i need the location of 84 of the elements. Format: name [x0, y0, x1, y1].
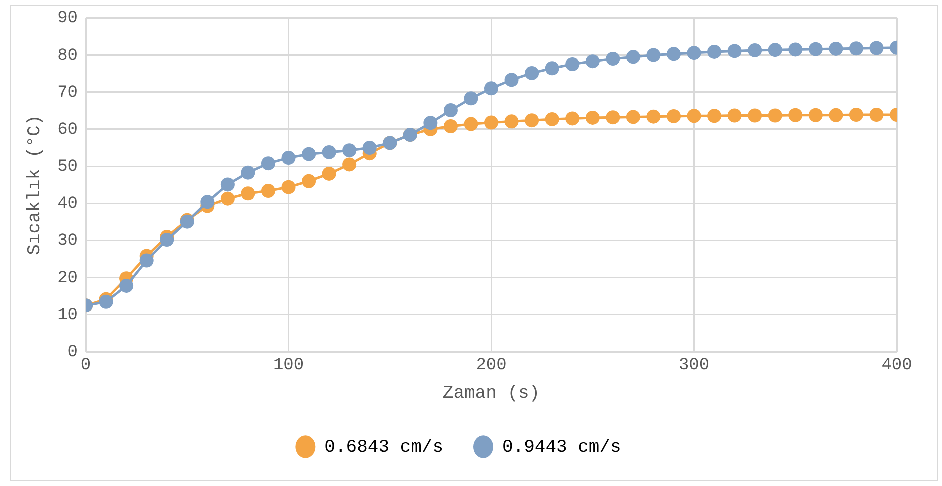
point	[342, 158, 357, 172]
point	[261, 184, 276, 198]
x-tick-label: 100	[273, 356, 304, 376]
point	[646, 110, 661, 124]
point	[525, 114, 540, 128]
point	[666, 47, 681, 62]
point	[870, 41, 884, 56]
point	[748, 108, 762, 123]
point	[849, 108, 864, 122]
point	[444, 104, 458, 118]
point	[768, 43, 782, 58]
legend-label: 0.9443 cm/s	[502, 438, 622, 458]
point	[728, 108, 742, 123]
point	[241, 186, 256, 201]
point	[626, 110, 640, 124]
point	[586, 110, 600, 125]
legend-label: 0.6843 cm/s	[324, 438, 444, 458]
point	[282, 151, 296, 166]
point	[849, 42, 864, 56]
y-tick-label: 10	[58, 306, 78, 326]
point	[99, 294, 114, 309]
y-axis-title: Sıcaklık (°C)	[26, 114, 46, 256]
point	[424, 116, 438, 130]
point	[870, 108, 884, 122]
point	[464, 117, 478, 132]
point	[160, 232, 174, 247]
point	[362, 141, 377, 156]
point	[687, 109, 702, 124]
point	[342, 144, 357, 158]
y-tick-label: 20	[58, 269, 78, 288]
point	[484, 116, 498, 130]
point	[120, 278, 134, 293]
y-tick-label: 90	[58, 10, 78, 29]
point	[545, 112, 560, 126]
point	[748, 43, 762, 58]
point	[504, 114, 519, 129]
point	[768, 108, 782, 123]
point	[444, 120, 458, 134]
point	[829, 108, 844, 122]
point	[282, 180, 296, 194]
point	[788, 108, 803, 122]
point	[241, 166, 256, 180]
point	[220, 192, 235, 206]
point	[566, 58, 580, 72]
point	[302, 147, 316, 162]
y-tick-label: 50	[58, 158, 78, 178]
point	[261, 156, 276, 171]
point	[606, 110, 620, 125]
point	[220, 178, 235, 192]
y-tick-label: 60	[58, 120, 78, 140]
y-tick-label: 0	[68, 344, 78, 362]
point	[484, 82, 498, 96]
point	[829, 42, 844, 56]
point	[666, 109, 681, 124]
x-tick-label: 0	[80, 356, 92, 376]
x-tick-label: 400	[882, 356, 912, 376]
point	[464, 92, 478, 106]
point	[200, 195, 215, 210]
point	[525, 66, 540, 80]
x-tick-label: 200	[476, 356, 507, 376]
point	[626, 50, 640, 64]
point	[808, 108, 823, 122]
y-tick-label: 40	[58, 195, 78, 214]
point	[566, 112, 580, 126]
y-tick-label: 80	[58, 46, 78, 66]
point	[504, 73, 519, 88]
point	[708, 109, 722, 124]
point	[728, 44, 742, 58]
point	[302, 174, 316, 188]
point	[606, 52, 620, 66]
x-axis-title: Zaman (s)	[442, 384, 540, 404]
point	[646, 48, 661, 62]
point	[586, 54, 600, 69]
x-tick-label: 300	[678, 356, 710, 376]
point	[545, 62, 560, 76]
y-tick-label: 30	[58, 232, 78, 252]
point	[687, 46, 702, 60]
point	[322, 145, 336, 160]
point	[708, 44, 722, 59]
point	[140, 254, 154, 268]
point	[808, 42, 823, 56]
y-tick-label: 70	[58, 84, 78, 103]
point	[788, 42, 803, 57]
point	[322, 166, 336, 181]
